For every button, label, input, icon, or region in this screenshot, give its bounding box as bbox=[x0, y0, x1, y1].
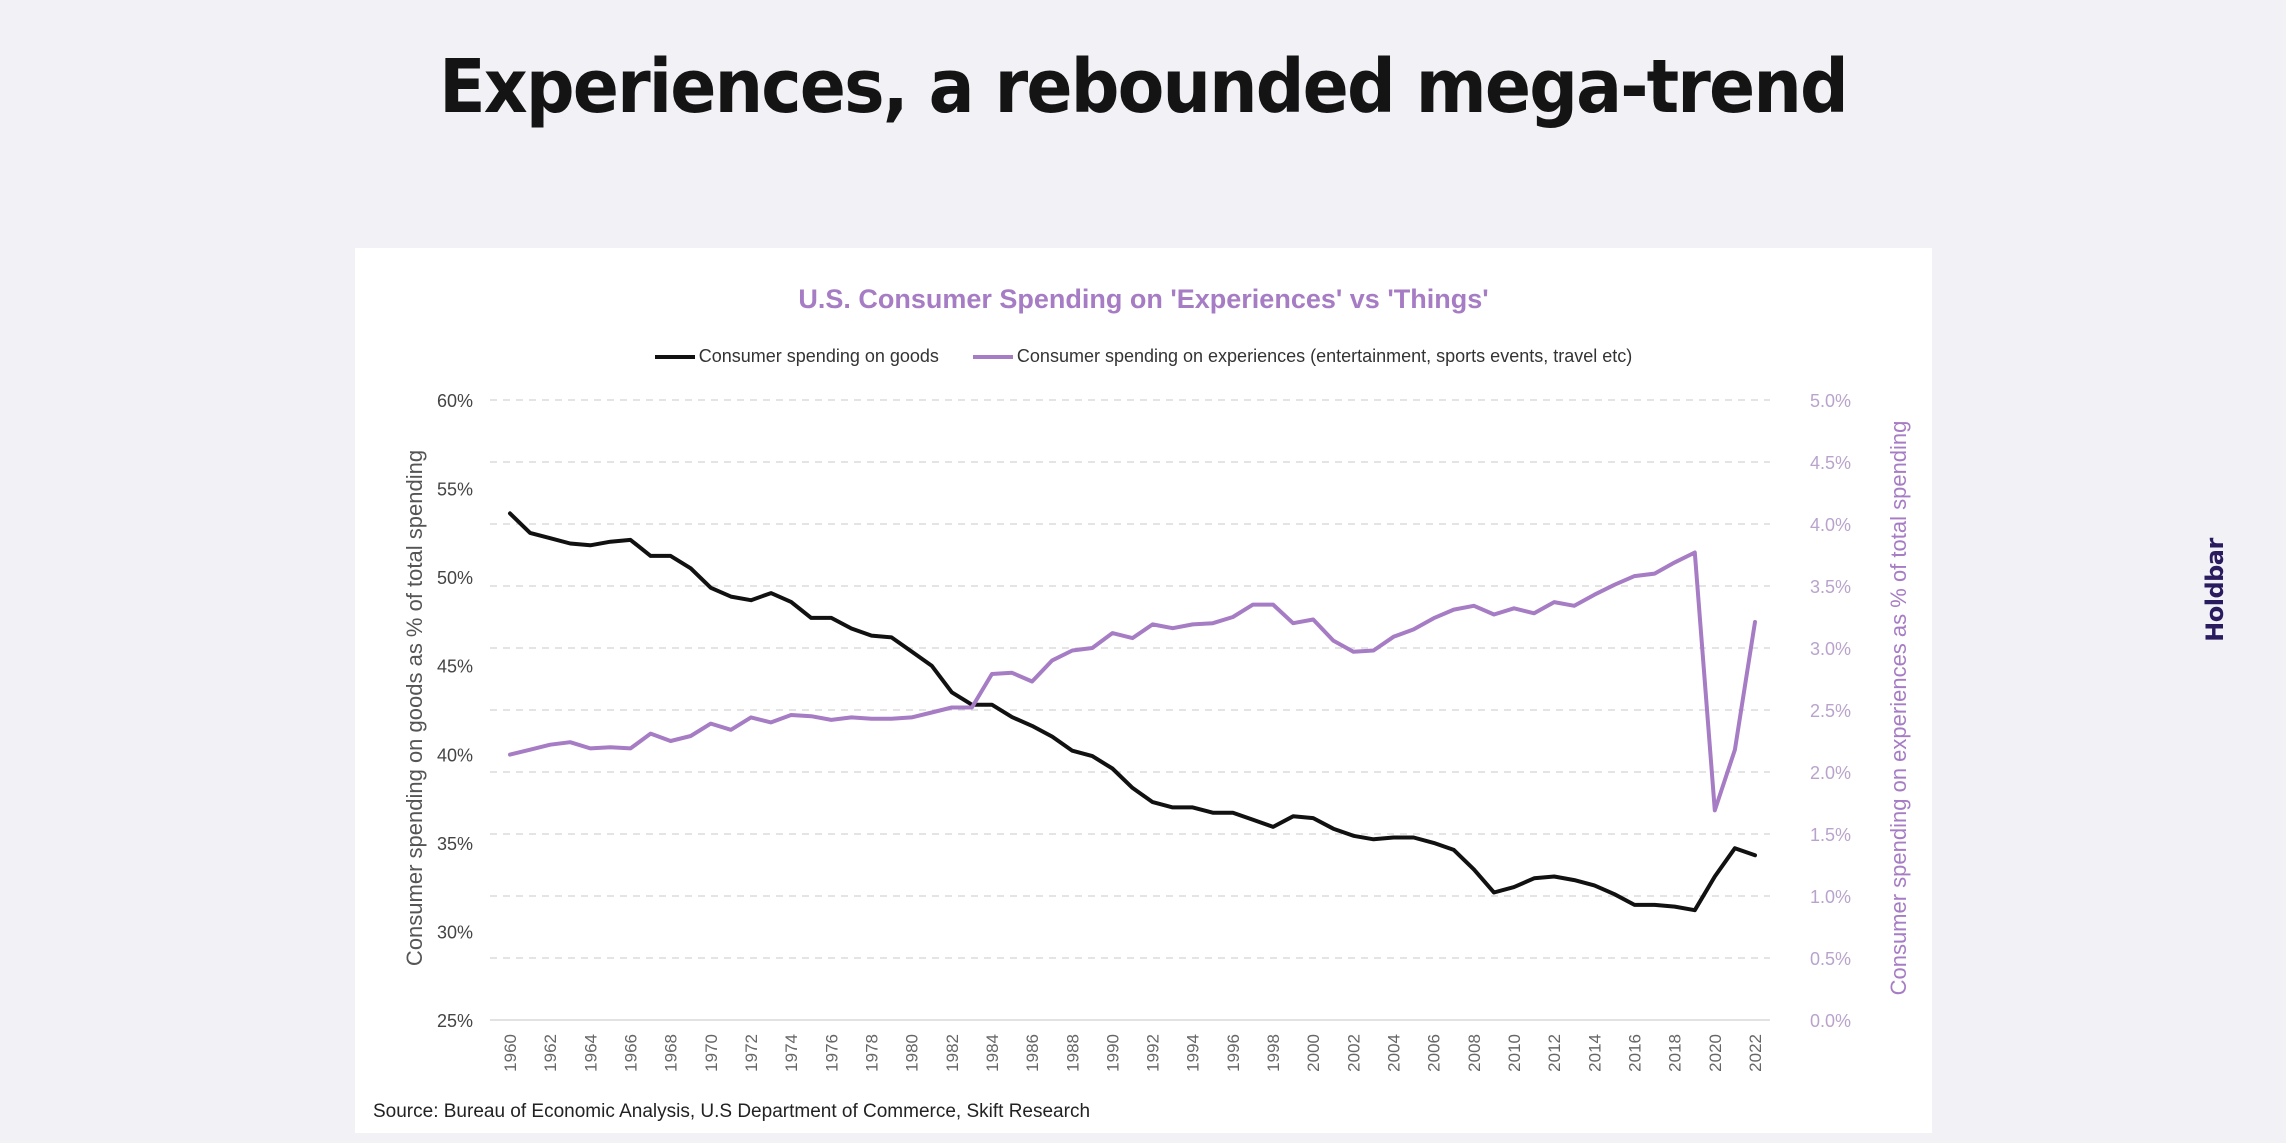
chart-plot: 0.0% 0.5% 1.0% 1.5% 2.0% 2.5% 3.0% 3.5% 4.0% 4.5%… bbox=[437, 391, 1851, 1072]
chart-card: U.S. Consumer Spending on 'Experiences' … bbox=[355, 248, 1932, 1133]
y-tick-label-right: 2.0% bbox=[1810, 763, 1851, 783]
y-tick-label-right: 1.5% bbox=[1810, 825, 1851, 845]
chart-legend: Consumer spending on goods Consumer spen… bbox=[355, 346, 1932, 367]
x-tick-label: 1964 bbox=[581, 1034, 600, 1072]
legend-swatch-experiences bbox=[972, 354, 1013, 359]
x-tick-label: 2002 bbox=[1344, 1034, 1363, 1072]
y-tick-label-left: 30% bbox=[437, 922, 473, 942]
y-tick-label-right: 0.0% bbox=[1810, 1011, 1851, 1031]
x-tick-label: 2006 bbox=[1425, 1034, 1444, 1072]
x-tick-label: 1978 bbox=[862, 1034, 881, 1072]
legend-label-experiences: Consumer spending on experiences (entert… bbox=[1016, 346, 1633, 366]
x-tick-label: 1986 bbox=[1023, 1034, 1042, 1072]
x-tick-label: 1994 bbox=[1184, 1034, 1203, 1072]
x-tick-label: 1984 bbox=[983, 1034, 1002, 1072]
page-title: Experiences, a rebounded mega-trend bbox=[439, 44, 1849, 130]
y-tick-label-right: 5.0% bbox=[1810, 391, 1851, 411]
legend-item-goods: Consumer spending on goods bbox=[654, 346, 939, 367]
y-tick-label-right: 3.0% bbox=[1810, 639, 1851, 659]
x-tick-label: 1962 bbox=[541, 1034, 560, 1072]
legend-item-experiences: Consumer spending on experiences (entert… bbox=[972, 346, 1633, 367]
x-tick-label: 1980 bbox=[903, 1034, 922, 1072]
y-tick-label-right: 3.5% bbox=[1810, 577, 1851, 597]
x-tick-label: 2014 bbox=[1585, 1034, 1604, 1072]
y-tick-label-left: 25% bbox=[437, 1011, 473, 1031]
y-tick-label-left: 55% bbox=[437, 480, 473, 500]
y-tick-label-left: 45% bbox=[437, 657, 473, 677]
x-tick-label: 1992 bbox=[1144, 1034, 1163, 1072]
x-tick-label: 1988 bbox=[1063, 1034, 1082, 1072]
x-tick-label: 1968 bbox=[662, 1034, 681, 1072]
chart-source: Source: Bureau of Economic Analysis, U.S… bbox=[373, 1101, 1091, 1122]
x-tick-label: 2020 bbox=[1706, 1034, 1725, 1072]
y-tick-label-right: 4.0% bbox=[1810, 515, 1851, 535]
x-tick-label: 1976 bbox=[822, 1034, 841, 1072]
x-tick-label: 1998 bbox=[1264, 1034, 1283, 1072]
x-tick-label: 1990 bbox=[1103, 1034, 1122, 1072]
x-tick-label: 1982 bbox=[943, 1034, 962, 1072]
x-tick-label: 1970 bbox=[702, 1034, 721, 1072]
x-tick-label: 1966 bbox=[621, 1034, 640, 1072]
x-tick-label: 1960 bbox=[501, 1034, 520, 1072]
x-tick-label: 1974 bbox=[782, 1034, 801, 1072]
x-tick-label: 1996 bbox=[1224, 1034, 1243, 1072]
y-tick-label-right: 0.5% bbox=[1810, 949, 1851, 969]
y-tick-label-left: 60% bbox=[437, 391, 473, 411]
x-tick-label: 2004 bbox=[1385, 1034, 1404, 1072]
x-tick-label: 2018 bbox=[1666, 1034, 1685, 1072]
x-tick-label: 2000 bbox=[1304, 1034, 1323, 1072]
x-tick-label: 2010 bbox=[1505, 1034, 1524, 1072]
legend-swatch-goods bbox=[654, 354, 695, 359]
x-tick-label: 2016 bbox=[1626, 1034, 1645, 1072]
y-tick-label-right: 1.0% bbox=[1810, 887, 1851, 907]
x-tick-label: 2022 bbox=[1746, 1034, 1765, 1072]
legend-label-goods: Consumer spending on goods bbox=[698, 346, 939, 366]
chart-title: U.S. Consumer Spending on 'Experiences' … bbox=[798, 284, 1489, 314]
x-tick-label: 1972 bbox=[742, 1034, 761, 1072]
x-tick-label: 2008 bbox=[1465, 1034, 1484, 1072]
y-tick-label-left: 40% bbox=[437, 745, 473, 765]
y-tick-label-right: 2.5% bbox=[1810, 701, 1851, 721]
x-tick-label: 2012 bbox=[1545, 1034, 1564, 1072]
series-line-goods bbox=[508, 511, 1757, 913]
y-tick-label-left: 35% bbox=[437, 834, 473, 854]
y-tick-label-right: 4.5% bbox=[1810, 453, 1851, 473]
y-tick-label-left: 50% bbox=[437, 568, 473, 588]
